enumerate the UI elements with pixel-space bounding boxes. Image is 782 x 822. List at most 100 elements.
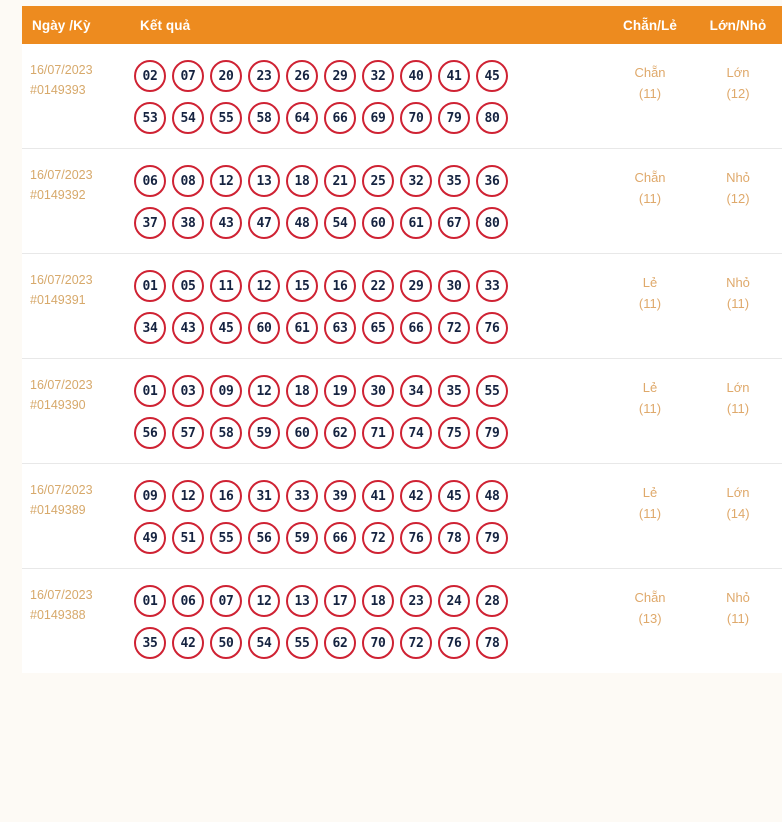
number-ball: 66 bbox=[324, 102, 356, 134]
number-ball-row-1: 02 07 20 23 26 29 32 40 41 45 bbox=[134, 60, 606, 92]
number-ball: 43 bbox=[210, 207, 242, 239]
number-ball: 34 bbox=[134, 312, 166, 344]
number-ball: 80 bbox=[476, 207, 508, 239]
number-ball: 47 bbox=[248, 207, 280, 239]
number-ball: 09 bbox=[210, 375, 242, 407]
number-ball: 61 bbox=[286, 312, 318, 344]
number-ball: 41 bbox=[438, 60, 470, 92]
number-ball: 07 bbox=[172, 60, 204, 92]
number-ball: 19 bbox=[324, 375, 356, 407]
number-ball: 32 bbox=[400, 165, 432, 197]
size-count: (14) bbox=[726, 506, 750, 521]
number-ball-row-1: 09 12 16 31 33 39 41 42 45 48 bbox=[134, 480, 606, 512]
parity-stat-cell: Lẻ (11) bbox=[606, 358, 694, 464]
parity-label: Lẻ bbox=[642, 380, 658, 395]
parity-stat-cell: Lẻ (11) bbox=[606, 463, 694, 569]
draw-info-cell: 16/07/2023 #0149391 bbox=[22, 253, 130, 359]
draw-id: #0149392 bbox=[30, 188, 86, 202]
table-row[interactable]: 16/07/2023 #0149391 01 05 11 12 15 16 22 29 30 33 34… bbox=[22, 253, 782, 359]
clipped-text-sliver bbox=[22, 0, 760, 5]
number-ball: 15 bbox=[286, 270, 318, 302]
number-ball: 42 bbox=[400, 480, 432, 512]
number-ball: 51 bbox=[172, 522, 204, 554]
parity-stat-cell: Lẻ (11) bbox=[606, 253, 694, 359]
parity-count: (11) bbox=[638, 296, 662, 311]
number-ball-row-1: 01 06 07 12 13 17 18 23 24 28 bbox=[134, 585, 606, 617]
number-ball: 55 bbox=[210, 102, 242, 134]
number-ball: 12 bbox=[210, 165, 242, 197]
parity-stat-cell: Chẵn (11) bbox=[606, 148, 694, 254]
number-ball: 23 bbox=[248, 60, 280, 92]
draw-id: #0149391 bbox=[30, 293, 86, 307]
table-row[interactable]: 16/07/2023 #0149389 09 12 16 31 33 39 41 42 45 48 49… bbox=[22, 463, 782, 569]
number-ball: 78 bbox=[476, 627, 508, 659]
draw-id: #0149393 bbox=[30, 83, 86, 97]
size-label: Nhỏ bbox=[726, 170, 750, 185]
number-ball: 03 bbox=[172, 375, 204, 407]
table-row[interactable]: 16/07/2023 #0149390 01 03 09 12 18 19 30 34 35 55 56… bbox=[22, 358, 782, 464]
number-ball: 58 bbox=[210, 417, 242, 449]
number-ball: 65 bbox=[362, 312, 394, 344]
number-ball: 74 bbox=[400, 417, 432, 449]
number-ball: 25 bbox=[362, 165, 394, 197]
number-ball: 64 bbox=[286, 102, 318, 134]
number-ball: 54 bbox=[324, 207, 356, 239]
number-ball: 59 bbox=[286, 522, 318, 554]
number-ball: 09 bbox=[134, 480, 166, 512]
number-ball: 45 bbox=[210, 312, 242, 344]
number-ball: 07 bbox=[210, 585, 242, 617]
table-row[interactable]: 16/07/2023 #0149392 06 08 12 13 18 21 25 32 35 36 37… bbox=[22, 148, 782, 254]
size-count: (12) bbox=[726, 86, 750, 101]
number-ball: 13 bbox=[286, 585, 318, 617]
number-ball: 55 bbox=[210, 522, 242, 554]
number-ball: 43 bbox=[172, 312, 204, 344]
number-ball: 20 bbox=[210, 60, 242, 92]
number-ball: 16 bbox=[210, 480, 242, 512]
number-ball-row-1: 01 05 11 12 15 16 22 29 30 33 bbox=[134, 270, 606, 302]
table-body: 16/07/2023 #0149393 02 07 20 23 26 29 32 40 41 45 53… bbox=[22, 44, 782, 673]
number-ball: 70 bbox=[362, 627, 394, 659]
header-cell-date: Ngày /Kỳ bbox=[32, 17, 91, 33]
number-ball: 30 bbox=[438, 270, 470, 302]
number-ball: 67 bbox=[438, 207, 470, 239]
size-stat-cell: Nhỏ (11) bbox=[694, 568, 782, 673]
size-count: (11) bbox=[726, 611, 750, 626]
number-ball: 59 bbox=[248, 417, 280, 449]
number-ball: 56 bbox=[248, 522, 280, 554]
number-ball: 35 bbox=[438, 165, 470, 197]
number-ball: 18 bbox=[286, 165, 318, 197]
draw-info-cell: 16/07/2023 #0149388 bbox=[22, 568, 130, 673]
number-ball: 29 bbox=[324, 60, 356, 92]
number-ball: 01 bbox=[134, 375, 166, 407]
parity-count: (13) bbox=[638, 611, 662, 626]
number-ball-row-2: 56 57 58 59 60 62 71 74 75 79 bbox=[134, 417, 606, 449]
number-ball: 45 bbox=[438, 480, 470, 512]
draw-info-cell: 16/07/2023 #0149390 bbox=[22, 358, 130, 464]
number-ball: 18 bbox=[286, 375, 318, 407]
draw-info-cell: 16/07/2023 #0149392 bbox=[22, 148, 130, 254]
number-ball: 78 bbox=[438, 522, 470, 554]
table-row[interactable]: 16/07/2023 #0149393 02 07 20 23 26 29 32 40 41 45 53… bbox=[22, 44, 782, 149]
number-ball: 35 bbox=[134, 627, 166, 659]
number-ball: 70 bbox=[400, 102, 432, 134]
number-ball: 72 bbox=[400, 627, 432, 659]
parity-label: Chẵn bbox=[634, 590, 666, 605]
number-ball: 12 bbox=[248, 585, 280, 617]
number-ball: 39 bbox=[324, 480, 356, 512]
number-ball-row-2: 35 42 50 54 55 62 70 72 76 78 bbox=[134, 627, 606, 659]
number-ball: 76 bbox=[476, 312, 508, 344]
number-ball: 35 bbox=[438, 375, 470, 407]
result-numbers-cell: 01 05 11 12 15 16 22 29 30 33 34 43 45 60 61 63 65 66 72 76 bbox=[130, 253, 606, 359]
number-ball: 58 bbox=[248, 102, 280, 134]
parity-count: (11) bbox=[638, 506, 662, 521]
number-ball: 05 bbox=[172, 270, 204, 302]
result-numbers-cell: 02 07 20 23 26 29 32 40 41 45 53 54 55 58 64 66 69 70 79 80 bbox=[130, 44, 606, 149]
number-ball: 06 bbox=[134, 165, 166, 197]
draw-date: 16/07/2023 bbox=[30, 168, 93, 182]
draw-date: 16/07/2023 bbox=[30, 273, 93, 287]
number-ball: 62 bbox=[324, 417, 356, 449]
size-count: (11) bbox=[726, 296, 750, 311]
number-ball: 01 bbox=[134, 585, 166, 617]
table-row[interactable]: 16/07/2023 #0149388 01 06 07 12 13 17 18 23 24 28 35… bbox=[22, 568, 782, 673]
